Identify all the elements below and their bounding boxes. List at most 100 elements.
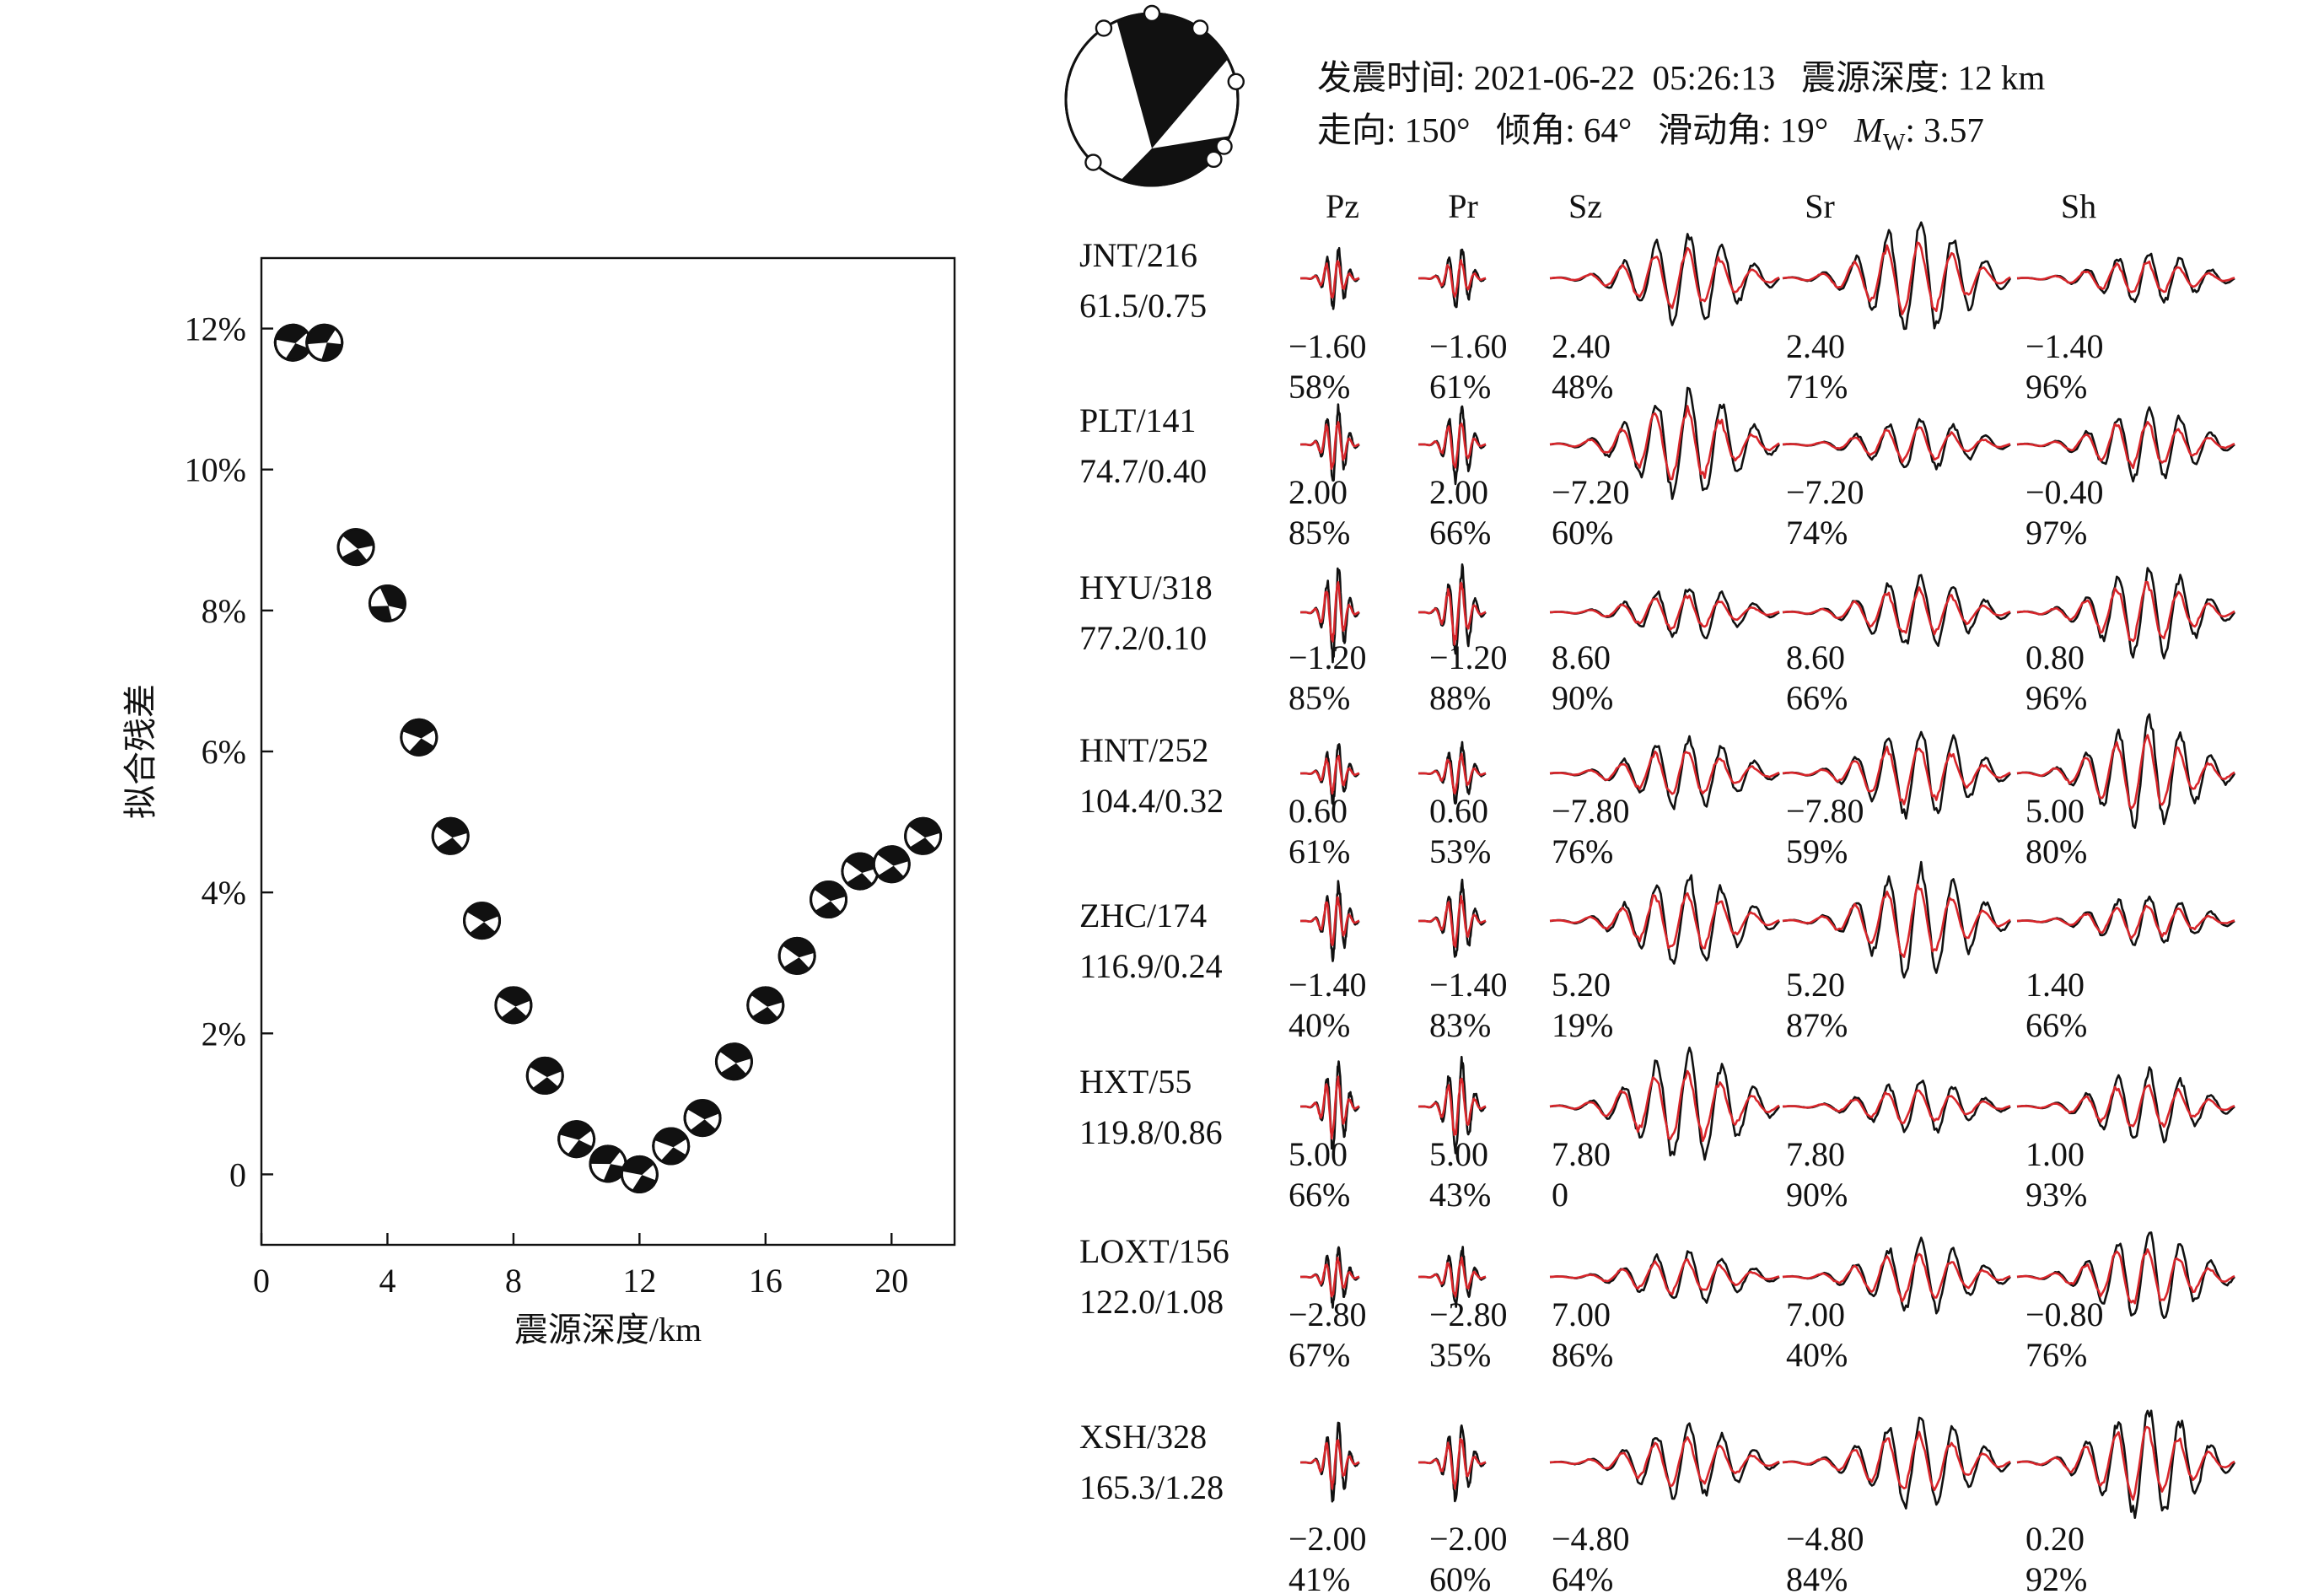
x-tick-label: 20	[874, 1262, 908, 1300]
synthetic-waveform	[1299, 260, 1360, 299]
compressional-quadrant	[908, 818, 941, 838]
correlation: 58%	[1288, 368, 1350, 406]
beach-ball-point	[777, 936, 816, 975]
time-shift: −1.60	[1288, 327, 1367, 365]
correlation: 90%	[1552, 679, 1613, 717]
station-row: HYU/31877.2/0.10−1.2085%−1.2088%8.6090%8…	[1079, 563, 2236, 717]
time-shift: −1.40	[1429, 966, 1508, 1004]
y-axis-label: 拟合残差	[121, 684, 159, 819]
compressional-quadrant	[408, 738, 435, 756]
time-shift: −7.80	[1552, 792, 1630, 830]
compressional-quadrant	[342, 529, 374, 549]
compressional-quadrant	[654, 1128, 687, 1148]
correlation: 83%	[1429, 1006, 1491, 1044]
station-rows: JNT/21661.5/0.75−1.6058%−1.6061%2.4048%2…	[1079, 221, 2236, 1594]
correlation: 97%	[2025, 514, 2087, 552]
synthetic-waveform	[1782, 883, 2011, 958]
beach-ball-point	[494, 986, 533, 1025]
synthetic-waveform	[1782, 1089, 2011, 1125]
station-row: HXT/55119.8/0.865.0066%5.0043%7.8007.809…	[1079, 1046, 2235, 1214]
beach-ball-point	[368, 584, 406, 622]
time-shift: −0.80	[2025, 1295, 2104, 1333]
beach-ball-point	[273, 323, 312, 362]
station-name: XSH/328	[1079, 1418, 1207, 1456]
correlation: 96%	[2025, 679, 2087, 717]
compressional-quadrant	[1116, 13, 1229, 149]
component-header-pr: Pr	[1448, 187, 1478, 225]
synthetic-waveform	[1549, 405, 1780, 481]
component-header-pz: Pz	[1326, 187, 1359, 225]
synthetic-waveform	[1299, 1439, 1360, 1490]
station-distance: 119.8/0.86	[1079, 1113, 1223, 1151]
beach-ball-point	[683, 1099, 722, 1138]
synthetic-waveform	[1549, 750, 1780, 795]
station-name: HYU/318	[1079, 568, 1213, 606]
time-shift: 2.00	[1288, 473, 1348, 511]
station-distance: 77.2/0.10	[1079, 619, 1207, 657]
station-polarity-marker	[1084, 153, 1102, 171]
station-row: JNT/21661.5/0.75−1.6058%−1.6061%2.4048%2…	[1079, 221, 2235, 406]
station-row: PLT/14174.7/0.402.0085%2.0066%−7.2060%−7…	[1079, 386, 2235, 552]
time-shift: 5.00	[2025, 792, 2085, 830]
component-header-sz: Sz	[1568, 187, 1602, 225]
y-tick-label: 0	[229, 1155, 246, 1193]
synthetic-waveform	[1549, 891, 1780, 950]
station-distance: 61.5/0.75	[1079, 287, 1207, 325]
correlation: 48%	[1552, 368, 1613, 406]
station-distance: 104.4/0.32	[1079, 782, 1224, 820]
beach-ball-point	[336, 528, 375, 567]
beach-ball-point	[431, 816, 470, 855]
synthetic-waveform	[1299, 1256, 1360, 1298]
correlation: 92%	[2025, 1560, 2087, 1594]
compressional-quadrant	[845, 854, 878, 873]
correlation: 86%	[1552, 1336, 1613, 1374]
compressional-quadrant	[846, 872, 873, 890]
time-shift: 1.40	[2025, 966, 2085, 1004]
compressional-quadrant	[909, 837, 936, 854]
station-name: PLT/141	[1079, 401, 1197, 439]
compressional-quadrant	[435, 818, 468, 838]
time-shift: −2.80	[1429, 1295, 1508, 1333]
synthetic-waveform	[1782, 426, 2011, 464]
correlation: 66%	[1429, 514, 1491, 552]
compressional-quadrant	[437, 837, 464, 854]
synthetic-waveform	[1418, 895, 1487, 948]
time-shift: 1.00	[2025, 1135, 2085, 1173]
station-polarity-marker	[1143, 4, 1161, 23]
time-shift: 8.60	[1786, 638, 1845, 676]
station-name: HXT/55	[1079, 1063, 1192, 1101]
station-distance: 74.7/0.40	[1079, 452, 1207, 490]
mechanism-params: 走向: 150° 倾角: 64° 滑动角: 19°	[1317, 110, 1854, 149]
correlation: 85%	[1288, 514, 1350, 552]
y-tick-label: 2%	[202, 1015, 246, 1053]
synthetic-waveform	[1299, 421, 1360, 471]
beach-ball-point	[904, 816, 943, 855]
time-shift: −0.40	[2025, 473, 2104, 511]
compressional-quadrant	[498, 987, 531, 1007]
y-tick-label: 12%	[185, 310, 246, 348]
time-shift: 7.80	[1552, 1135, 1611, 1173]
time-shift: −1.60	[1429, 327, 1508, 365]
synthetic-waveform	[1418, 1437, 1487, 1490]
correlation: 76%	[2025, 1336, 2087, 1374]
correlation: 40%	[1288, 1006, 1350, 1044]
component-header-sh: Sh	[2061, 187, 2096, 225]
component-header-sr: Sr	[1805, 187, 1835, 225]
compressional-quadrant	[532, 1077, 559, 1094]
correlation: 60%	[1429, 1560, 1491, 1594]
time-shift: −1.20	[1288, 638, 1367, 676]
synthetic-waveform	[1418, 423, 1487, 469]
time-shift: 0.80	[2025, 638, 2085, 676]
beach-ball-point	[872, 845, 911, 884]
correlation: 66%	[2025, 1006, 2087, 1044]
observed-waveform	[1549, 588, 1780, 639]
compressional-quadrant	[750, 987, 783, 1007]
compressional-quadrant	[603, 1164, 626, 1182]
synthetic-waveform	[2016, 734, 2235, 810]
correlation: 93%	[2025, 1176, 2087, 1214]
compressional-quadrant	[402, 719, 435, 739]
residual-depth-panel: 0 4 8 12 16 20 0 2% 4% 6% 8% 10% 12% 震源深度/km 拟合残差	[121, 256, 956, 1349]
